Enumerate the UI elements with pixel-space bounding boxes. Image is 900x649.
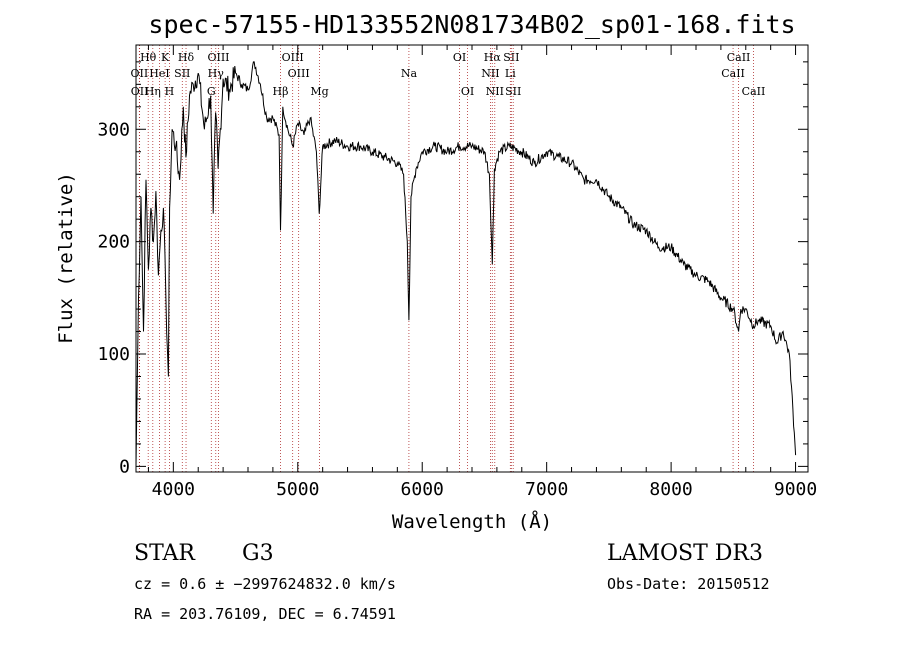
- line-label-17: OI: [453, 51, 466, 64]
- line-label-1: OII: [131, 67, 149, 80]
- line-label-14: Hβ: [273, 85, 289, 98]
- line-label-21: NII: [486, 85, 504, 98]
- line-label-6: SII: [174, 67, 190, 80]
- redshift-text: cz = 0.6 ± −2997624832.0 km/s: [134, 575, 396, 593]
- line-label-20: NII: [481, 67, 499, 80]
- line-label-26: CaII: [721, 67, 745, 80]
- plot-frame: [135, 44, 809, 473]
- x-tick-label-4: 8000: [649, 479, 692, 500]
- line-label-5: K: [161, 51, 170, 64]
- line-label-13: OIII: [288, 67, 310, 80]
- line-label-25: CaII: [727, 51, 751, 64]
- line-label-10: Hγ: [208, 67, 225, 80]
- y-axis-label: Flux (relative): [55, 172, 77, 344]
- line-label-9: OIII: [207, 51, 229, 64]
- y-tick-label-3: 300: [97, 119, 130, 140]
- spectrum-line: [135, 61, 797, 467]
- object-class: STAR: [134, 541, 196, 566]
- obs-date: Obs-Date: 20150512: [607, 575, 770, 593]
- x-tick-label-0: 4000: [152, 479, 195, 500]
- object-subclass: G3: [242, 541, 274, 566]
- x-tick-label-1: 5000: [276, 479, 319, 500]
- axis-ticks: 4000 5000 6000 7000 8000 9000 0 100 200 300: [97, 45, 817, 500]
- line-label-12: OIII: [282, 51, 304, 64]
- x-tick-label-2: 6000: [401, 479, 444, 500]
- y-tick-label-1: 100: [97, 344, 130, 365]
- line-label-16: Na: [401, 67, 418, 80]
- chart-title: spec-57155-HD133552N081734B02_sp01-168.f…: [148, 10, 795, 39]
- line-label-7: H: [165, 85, 175, 98]
- line-label-15: Mg: [310, 85, 328, 98]
- line-label-11: G: [207, 85, 216, 98]
- x-axis-label: Wavelength (Å): [392, 510, 552, 533]
- line-label-18: OI: [461, 85, 474, 98]
- line-label-3: HeI: [149, 67, 169, 80]
- y-tick-label-0: 0: [119, 456, 130, 477]
- line-label-22: SII: [503, 51, 519, 64]
- ra-dec: RA = 203.76109, DEC = 6.74591: [134, 605, 396, 623]
- spectrum-series: [135, 61, 797, 467]
- survey-name: LAMOST DR3: [607, 541, 763, 566]
- x-tick-label-3: 7000: [525, 479, 568, 500]
- y-tick-label-2: 200: [97, 232, 130, 253]
- line-label-4: Hη: [145, 85, 161, 98]
- line-label-8: Hδ: [178, 51, 195, 64]
- line-label-23: Li: [505, 67, 516, 80]
- line-label-2: OII: [131, 85, 149, 98]
- line-label-19: Hα: [484, 51, 502, 64]
- line-label-0: Hθ: [140, 51, 157, 64]
- x-tick-label-5: 9000: [774, 479, 817, 500]
- line-label-27: CaII: [742, 85, 766, 98]
- line-label-24: SII: [505, 85, 521, 98]
